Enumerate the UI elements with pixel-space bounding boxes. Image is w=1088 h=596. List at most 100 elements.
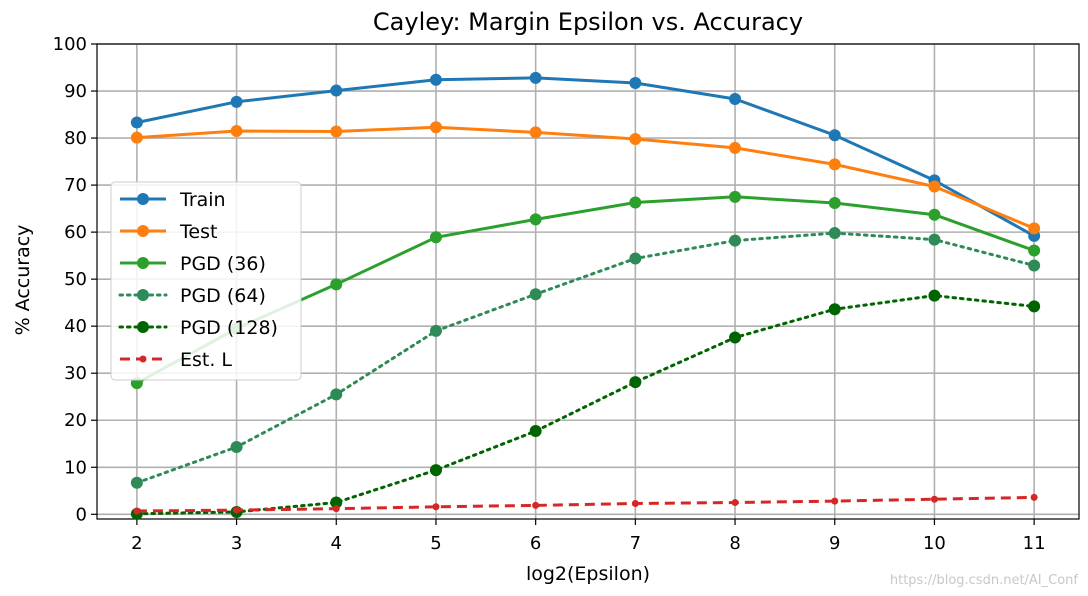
x-tick-label: 5 (430, 533, 441, 554)
data-point (629, 376, 642, 389)
data-point (230, 125, 243, 138)
legend-entry: PGD (36) (120, 253, 266, 275)
y-tick-label: 100 (53, 34, 87, 55)
data-point (828, 129, 841, 142)
x-tick-label: 2 (131, 533, 142, 554)
x-tick-label: 11 (1023, 533, 1046, 554)
grid (97, 43, 1079, 519)
data-point (729, 141, 742, 154)
x-tick-label: 8 (729, 533, 740, 554)
data-point (930, 495, 938, 503)
legend-entry: PGD (128) (118, 317, 278, 339)
legend-label: Test (179, 221, 217, 243)
y-tick-label: 40 (64, 316, 87, 337)
series-test (130, 121, 1041, 235)
data-point (629, 196, 642, 209)
data-point (429, 231, 442, 244)
y-tick-label: 80 (64, 128, 87, 149)
data-point (330, 84, 343, 97)
data-point (529, 213, 542, 226)
data-point (330, 125, 343, 138)
series-line-pgd-64 (135, 231, 1036, 485)
legend-marker (137, 193, 149, 205)
series-train (130, 71, 1041, 242)
legend-marker (137, 225, 149, 237)
x-axis-label: log2(Epsilon) (526, 563, 650, 585)
legend-label: Est. L (180, 349, 232, 371)
data-point (1028, 222, 1041, 235)
series-pgd-64 (130, 227, 1041, 489)
data-point (928, 208, 941, 221)
data-point (828, 227, 841, 240)
data-point (432, 503, 440, 511)
data-point (828, 303, 841, 316)
data-point (629, 77, 642, 90)
y-tick-label: 50 (64, 269, 87, 290)
y-tick-label: 70 (64, 175, 87, 196)
legend-label: Train (179, 189, 226, 211)
plot-area (96, 43, 1080, 520)
legend-marker (137, 257, 149, 269)
data-point (130, 476, 143, 489)
legend-entry: Test (120, 221, 217, 243)
y-tick-label: 60 (64, 222, 87, 243)
y-tick-label: 0 (76, 504, 87, 525)
x-tick-label: 3 (231, 533, 242, 554)
y-tick-label: 90 (64, 81, 87, 102)
data-point (233, 506, 241, 514)
series-line-train (136, 76, 1035, 238)
data-point (429, 464, 442, 477)
data-point (1030, 493, 1038, 501)
data-point (532, 501, 540, 509)
data-point (1028, 300, 1041, 313)
x-tick-label: 7 (630, 533, 641, 554)
series-layer (130, 71, 1041, 520)
legend-marker (137, 289, 149, 301)
data-point (729, 234, 742, 247)
data-point (429, 324, 442, 337)
data-point (529, 288, 542, 301)
y-axis-label: % Accuracy (12, 225, 34, 336)
data-point (529, 71, 542, 84)
data-point (831, 497, 839, 505)
series-est-l (133, 493, 1038, 515)
data-point (133, 507, 141, 515)
data-point (928, 180, 941, 193)
data-point (529, 425, 542, 438)
y-tick-label: 10 (64, 457, 87, 478)
data-point (928, 233, 941, 246)
data-point (729, 190, 742, 203)
data-point (828, 196, 841, 209)
x-tick-label: 6 (530, 533, 541, 554)
legend-entries: Train Test PGD (36) PGD (64) PGD (128) Est. L (118, 189, 278, 371)
series-line-est-l (136, 495, 1035, 513)
data-point (1028, 259, 1041, 272)
legend-entry: Est. L (120, 349, 232, 371)
legend-label: PGD (36) (180, 253, 266, 275)
data-point (828, 158, 841, 171)
data-point (729, 93, 742, 106)
data-point (928, 289, 941, 302)
series-line-test (136, 125, 1035, 230)
data-point (631, 499, 639, 507)
watermark-text: https://blog.csdn.net/AI_Conf (890, 573, 1079, 588)
data-point (1028, 244, 1041, 257)
y-tick-label: 30 (64, 363, 87, 384)
legend-marker (137, 321, 149, 333)
data-point (130, 131, 143, 144)
data-point (429, 73, 442, 86)
data-point (731, 499, 739, 507)
data-point (629, 133, 642, 145)
legend: Train Test PGD (36) PGD (64) PGD (128) Est. L (110, 181, 302, 381)
axis-ticks: 2 3 4 5 6 7 8 9 10 11 0 10 20 30 40 50 60 70 80 90 100 (53, 34, 1046, 554)
legend-label: PGD (64) (180, 285, 266, 307)
y-tick-label: 20 (64, 410, 87, 431)
data-point (729, 331, 742, 344)
legend-entry: PGD (64) (118, 285, 266, 307)
data-point (330, 496, 343, 509)
data-point (330, 388, 343, 401)
x-tick-label: 9 (829, 533, 840, 554)
data-point (230, 95, 243, 108)
legend-marker (139, 355, 147, 363)
